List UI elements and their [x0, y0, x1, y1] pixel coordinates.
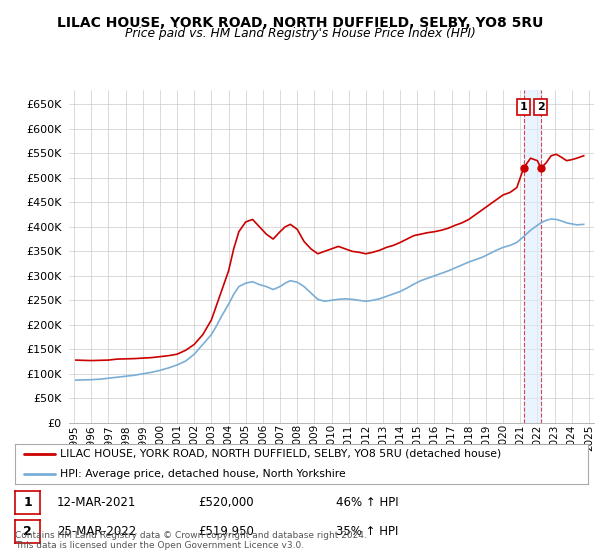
Text: £520,000: £520,000	[198, 496, 254, 509]
Text: 1: 1	[520, 102, 527, 112]
Text: 25-MAR-2022: 25-MAR-2022	[57, 525, 136, 538]
Text: LILAC HOUSE, YORK ROAD, NORTH DUFFIELD, SELBY, YO8 5RU (detached house): LILAC HOUSE, YORK ROAD, NORTH DUFFIELD, …	[59, 449, 501, 459]
Text: 2: 2	[537, 102, 545, 112]
Text: £519,950: £519,950	[198, 525, 254, 538]
Text: 12-MAR-2021: 12-MAR-2021	[57, 496, 136, 509]
Bar	[524, 90, 541, 423]
Text: Contains HM Land Registry data © Crown copyright and database right 2024.
This d: Contains HM Land Registry data © Crown c…	[15, 530, 367, 550]
Text: HPI: Average price, detached house, North Yorkshire: HPI: Average price, detached house, Nort…	[59, 469, 346, 479]
Text: 1: 1	[23, 496, 32, 509]
Text: LILAC HOUSE, YORK ROAD, NORTH DUFFIELD, SELBY, YO8 5RU: LILAC HOUSE, YORK ROAD, NORTH DUFFIELD, …	[57, 16, 543, 30]
Text: 2: 2	[23, 525, 32, 538]
Text: Price paid vs. HM Land Registry's House Price Index (HPI): Price paid vs. HM Land Registry's House …	[125, 27, 475, 40]
Text: 35% ↑ HPI: 35% ↑ HPI	[336, 525, 398, 538]
Text: 46% ↑ HPI: 46% ↑ HPI	[336, 496, 398, 509]
